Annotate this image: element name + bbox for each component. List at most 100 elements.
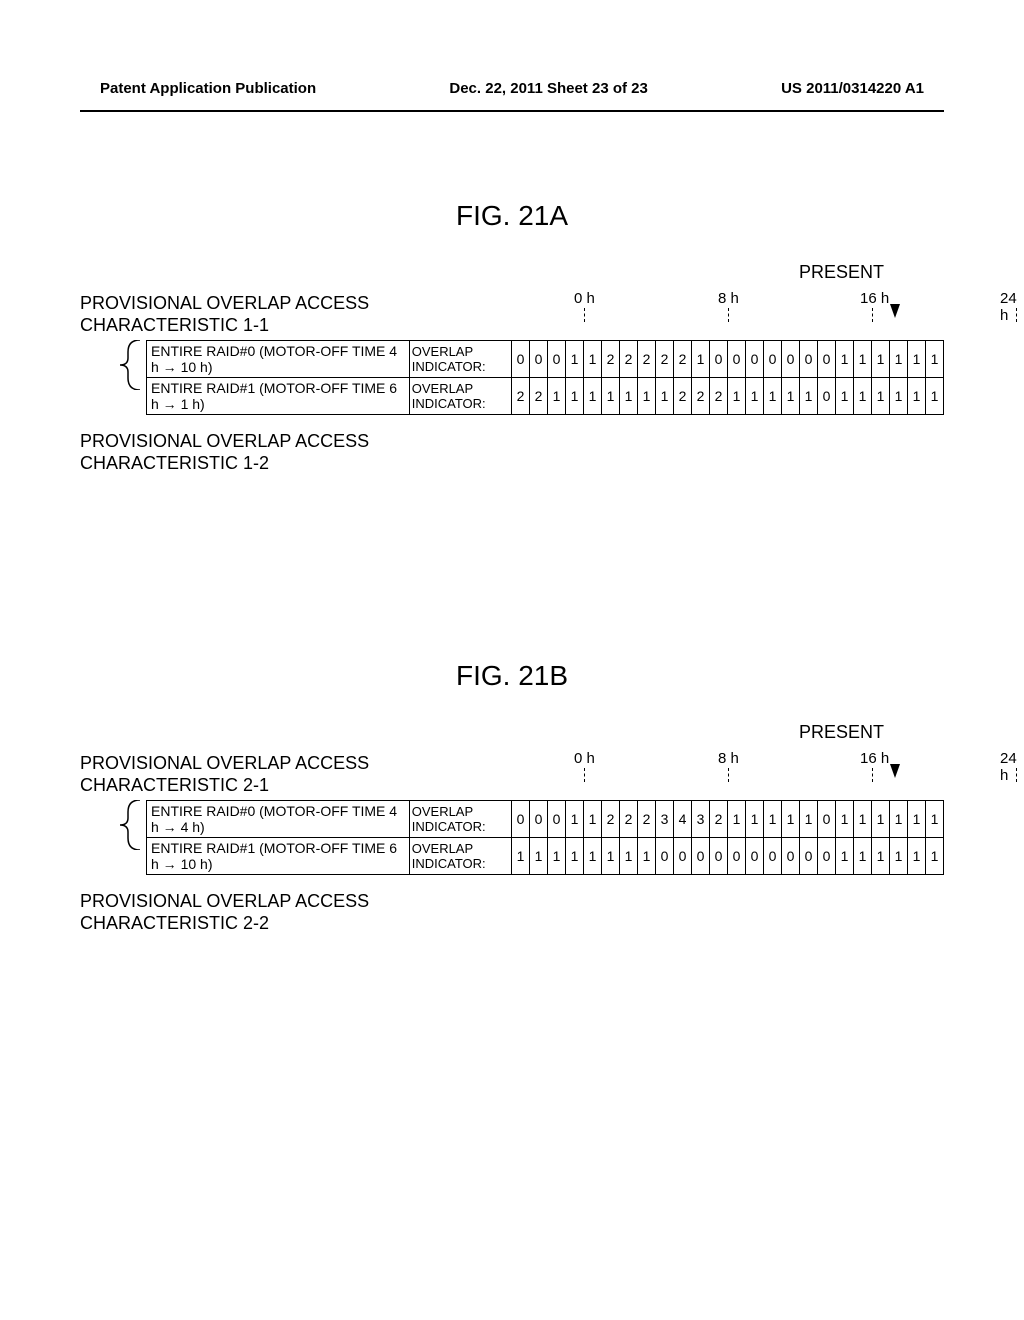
cell: 0	[548, 340, 566, 378]
cell: 1	[530, 838, 548, 875]
header-right: US 2011/0314220 A1	[781, 80, 924, 97]
cell: 2	[602, 340, 620, 378]
cell: 1	[602, 378, 620, 415]
figure-21b: FIG. 21B PRESENT PROVISIONAL OVERLAP ACC…	[80, 660, 944, 938]
cell: 1	[854, 838, 872, 875]
tick-8h-a: 8 h	[718, 290, 739, 307]
cell: 0	[728, 340, 746, 378]
row-a0-desc: ENTIRE RAID#0 (MOTOR-OFF TIME 4 h → 10 h…	[146, 340, 410, 378]
tick-line	[584, 768, 585, 782]
cell: 1	[836, 378, 854, 415]
tick-0h-a: 0 h	[574, 290, 595, 307]
cell: 0	[710, 340, 728, 378]
cell: 1	[584, 378, 602, 415]
brace-b	[120, 800, 146, 855]
header-rule	[80, 110, 944, 112]
cell: 1	[926, 838, 944, 875]
cell: 1	[854, 340, 872, 378]
cell: 1	[836, 838, 854, 875]
cell: 2	[620, 800, 638, 838]
tick-line	[728, 308, 729, 322]
cell: 3	[656, 800, 674, 838]
cell: 0	[530, 340, 548, 378]
cell: 1	[890, 838, 908, 875]
cell: 1	[638, 378, 656, 415]
fig-title-b: FIG. 21B	[80, 660, 944, 692]
char-2-2: PROVISIONAL OVERLAP ACCESS CHARACTERISTI…	[80, 891, 944, 934]
cell: 2	[674, 378, 692, 415]
tick-line	[584, 308, 585, 322]
row-a1: ENTIRE RAID#1 (MOTOR-OFF TIME 6 h → 1 h)…	[146, 378, 944, 415]
cell: 0	[782, 340, 800, 378]
tick-line	[872, 308, 873, 322]
cell: 1	[620, 378, 638, 415]
cell: 0	[512, 340, 530, 378]
cell: 4	[674, 800, 692, 838]
cell: 2	[530, 378, 548, 415]
cell: 1	[638, 838, 656, 875]
cell: 0	[818, 340, 836, 378]
present-label-b: PRESENT	[80, 722, 884, 743]
cell: 3	[692, 800, 710, 838]
timeline-b: 0 h 8 h 16 h 24 h	[580, 750, 1020, 780]
cell: 1	[872, 340, 890, 378]
cell: 1	[566, 378, 584, 415]
cell: 1	[728, 378, 746, 415]
page-header: Patent Application Publication Dec. 22, …	[0, 80, 1024, 97]
cell: 2	[620, 340, 638, 378]
cell: 2	[710, 378, 728, 415]
cell: 2	[638, 800, 656, 838]
row-a0-cells: 000112222210000000111111	[512, 340, 944, 378]
cell: 1	[926, 800, 944, 838]
cell: 1	[854, 378, 872, 415]
row-b0: ENTIRE RAID#0 (MOTOR-OFF TIME 4 h → 4 h)…	[146, 800, 944, 838]
row-a0-label: OVERLAP INDICATOR:	[410, 340, 512, 378]
row-b0-label: OVERLAP INDICATOR:	[410, 800, 512, 838]
cell: 1	[584, 340, 602, 378]
cell: 0	[764, 340, 782, 378]
row-b1: ENTIRE RAID#1 (MOTOR-OFF TIME 6 h → 10 h…	[146, 838, 944, 875]
present-arrow-a	[890, 304, 900, 318]
cell: 2	[656, 340, 674, 378]
cell: 1	[584, 838, 602, 875]
row-b1-label: OVERLAP INDICATOR:	[410, 838, 512, 875]
row-b1-cells: 111111110000000000111111	[512, 838, 944, 875]
cell: 0	[728, 838, 746, 875]
cell: 1	[782, 800, 800, 838]
tick-16h-b: 16 h	[860, 750, 889, 767]
cell: 1	[692, 340, 710, 378]
cell: 1	[764, 800, 782, 838]
tick-24h-b: 24 h	[1000, 750, 1020, 784]
row-b1-desc: ENTIRE RAID#1 (MOTOR-OFF TIME 6 h → 10 h…	[146, 838, 410, 875]
cell: 1	[566, 800, 584, 838]
row-b0-desc: ENTIRE RAID#0 (MOTOR-OFF TIME 4 h → 4 h)	[146, 800, 410, 838]
cell: 0	[746, 838, 764, 875]
cell: 2	[512, 378, 530, 415]
cell: 1	[782, 378, 800, 415]
cell: 0	[764, 838, 782, 875]
cell: 0	[818, 800, 836, 838]
figure-21a: FIG. 21A PRESENT PROVISIONAL OVERLAP ACC…	[80, 200, 944, 478]
cell: 0	[530, 800, 548, 838]
cell: 1	[620, 838, 638, 875]
row-a1-label: OVERLAP INDICATOR:	[410, 378, 512, 415]
cell: 1	[566, 340, 584, 378]
cell: 1	[908, 838, 926, 875]
row-a1-cells: 221111111222111110111111	[512, 378, 944, 415]
cell: 0	[800, 838, 818, 875]
cell: 0	[818, 838, 836, 875]
cell: 0	[710, 838, 728, 875]
timeline-a: 0 h 8 h 16 h 24 h	[580, 290, 1020, 320]
cell: 1	[890, 340, 908, 378]
cell: 0	[512, 800, 530, 838]
cell: 1	[746, 378, 764, 415]
tick-8h-b: 8 h	[718, 750, 739, 767]
cell: 1	[746, 800, 764, 838]
cell: 2	[602, 800, 620, 838]
tick-24h-a: 24 h	[1000, 290, 1020, 324]
row-a1-desc: ENTIRE RAID#1 (MOTOR-OFF TIME 6 h → 1 h)	[146, 378, 410, 415]
cell: 1	[548, 838, 566, 875]
brace-a	[120, 340, 146, 395]
cell: 1	[800, 378, 818, 415]
cell: 1	[908, 800, 926, 838]
